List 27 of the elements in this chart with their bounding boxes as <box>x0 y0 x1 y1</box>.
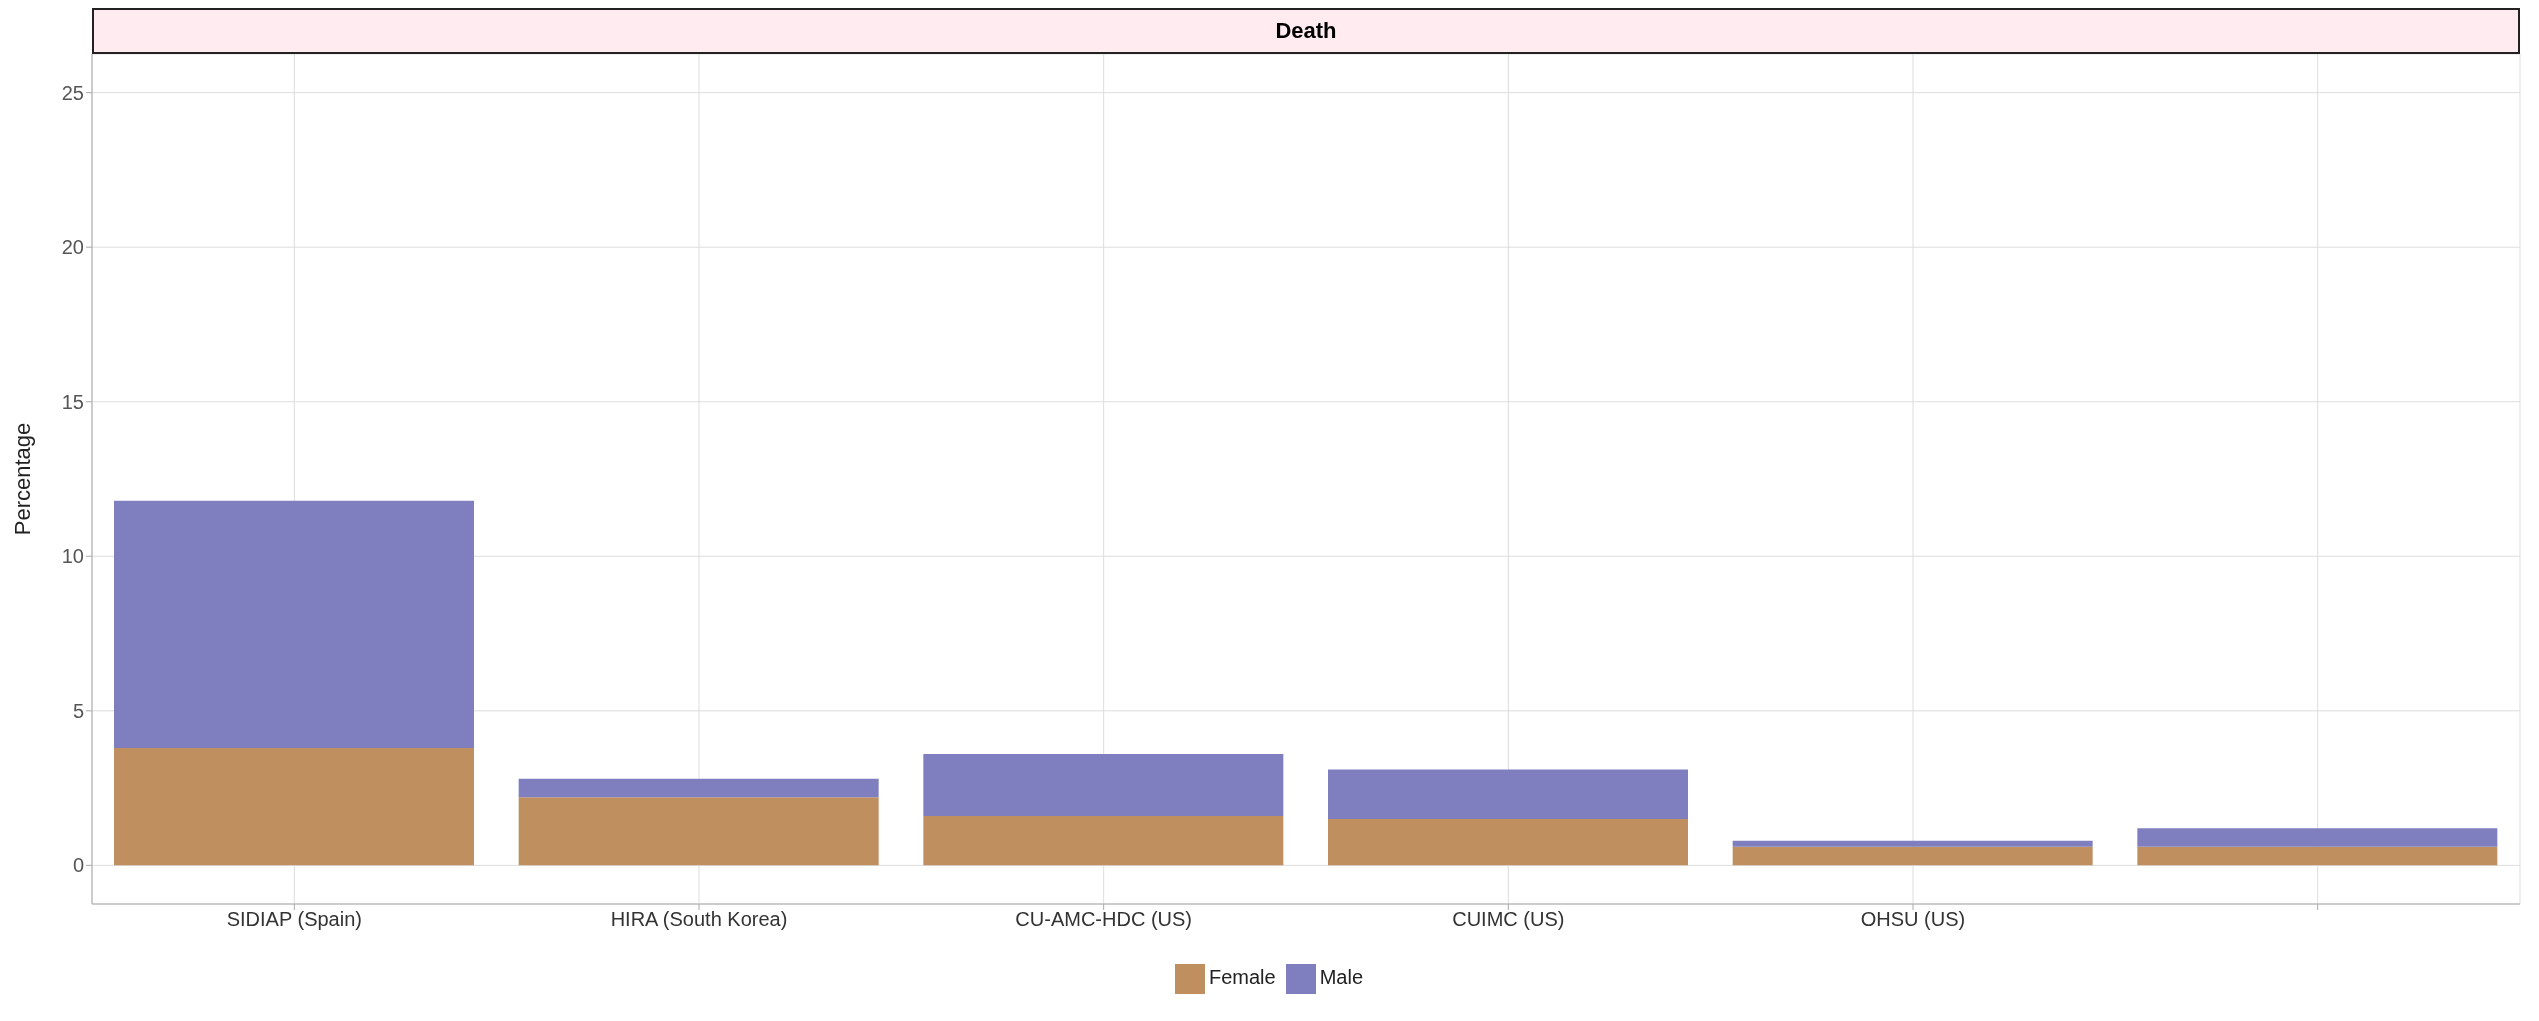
bar <box>518 778 879 798</box>
y-tick-label: 10 <box>61 545 84 568</box>
bar <box>1328 769 1688 819</box>
y-tick-label: 5 <box>72 699 84 722</box>
y-tick-label: 20 <box>61 236 84 259</box>
y-tick-label: 0 <box>72 854 84 877</box>
chart-title: Death <box>92 8 2520 54</box>
legend-label: Female <box>1208 966 1276 989</box>
y-axis-title: Percentage <box>9 422 35 536</box>
bar <box>1328 819 1688 866</box>
x-tick-label: CU-AMC-HDC (US) <box>1015 908 1192 931</box>
bar <box>1732 840 2093 847</box>
x-tick-label: HIRA (South Korea) <box>610 908 788 931</box>
bar <box>1732 846 2093 866</box>
bar <box>2137 846 2498 866</box>
x-tick-label: SIDIAP (Spain) <box>226 908 362 931</box>
x-tick-label: OHSU (US) <box>1860 908 1966 931</box>
bar <box>114 500 474 748</box>
y-tick-label: 15 <box>61 390 84 413</box>
bar <box>923 815 1284 866</box>
y-tick-label: 25 <box>61 81 84 104</box>
bar <box>2137 828 2498 847</box>
bar <box>923 754 1284 816</box>
legend-label: Male <box>1319 966 1364 989</box>
x-tick-label: CUIMC (US) <box>1452 908 1565 931</box>
bar <box>114 747 474 866</box>
bar <box>518 797 879 866</box>
